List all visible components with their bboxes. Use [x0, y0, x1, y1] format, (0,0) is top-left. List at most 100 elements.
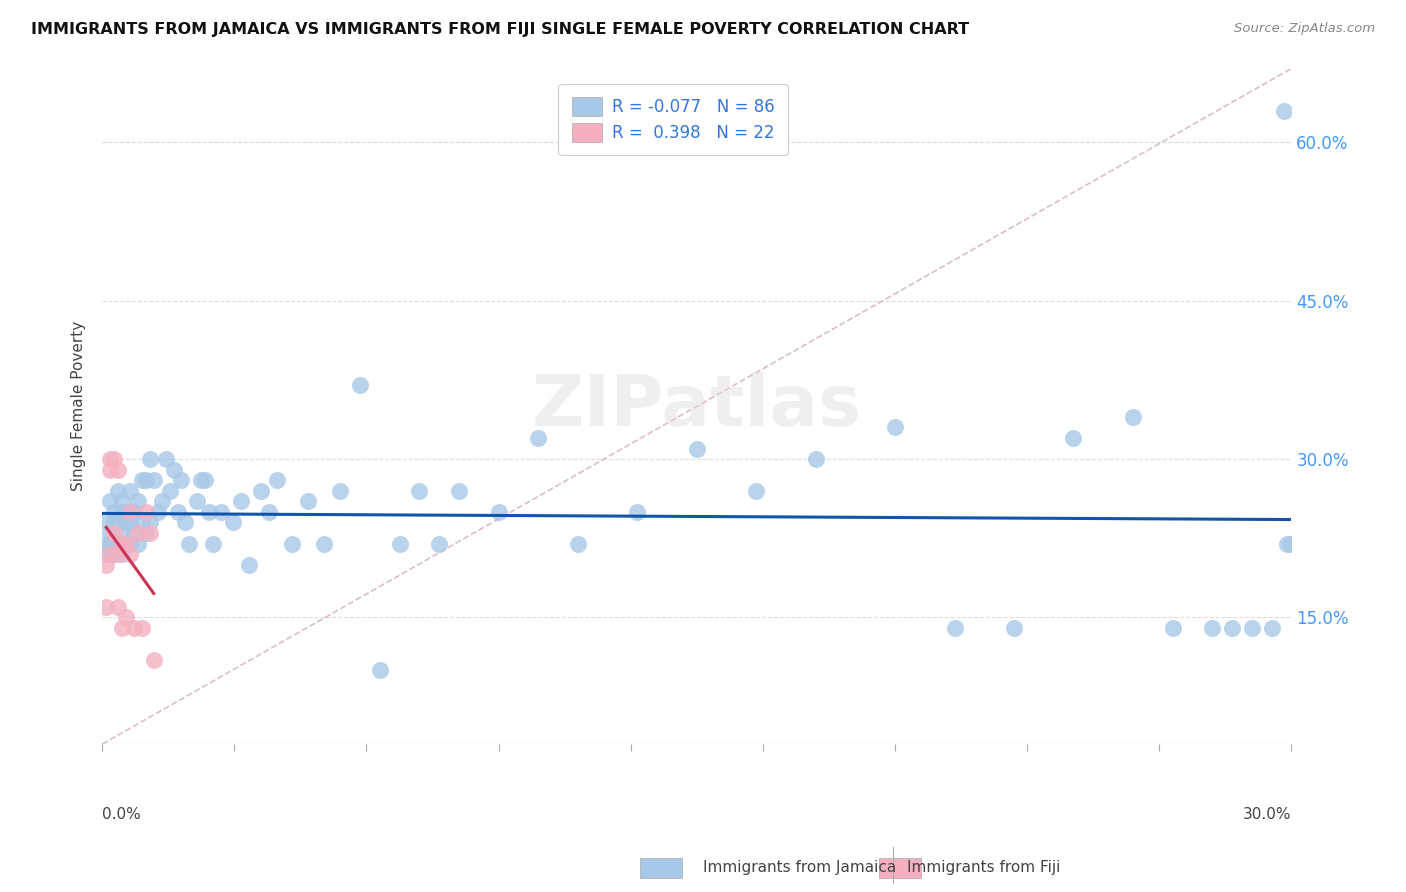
Point [115, 610, 138, 624]
Y-axis label: Single Female Poverty: Single Female Poverty [72, 321, 86, 491]
Point [209, 505, 232, 519]
Point [238, 558, 260, 572]
Point [107, 536, 129, 550]
Point [96, 536, 118, 550]
Point [1260, 621, 1282, 635]
Point [98, 526, 121, 541]
Point [297, 494, 319, 508]
Legend: R = -0.077   N = 86, R =  0.398   N = 22: R = -0.077 N = 86, R = 0.398 N = 22 [558, 84, 787, 155]
Point [115, 516, 138, 530]
Point [96, 547, 118, 561]
Point [103, 452, 125, 467]
Point [98, 494, 121, 508]
Point [257, 505, 280, 519]
Point [804, 452, 827, 467]
Text: IMMIGRANTS FROM JAMAICA VS IMMIGRANTS FROM FIJI SINGLE FEMALE POVERTY CORRELATIO: IMMIGRANTS FROM JAMAICA VS IMMIGRANTS FR… [31, 22, 969, 37]
Point [118, 516, 141, 530]
Point [388, 536, 411, 550]
Text: 30.0%: 30.0% [1243, 807, 1292, 822]
Point [139, 526, 162, 541]
Point [96, 558, 118, 572]
Point [111, 547, 134, 561]
Point [329, 483, 352, 498]
Point [131, 473, 153, 487]
Point [118, 483, 141, 498]
Point [567, 536, 589, 550]
Point [1201, 621, 1223, 635]
Point [1122, 409, 1144, 424]
Point [131, 516, 153, 530]
Text: Immigrants from Fiji: Immigrants from Fiji [907, 860, 1060, 874]
Point [266, 473, 288, 487]
Point [159, 483, 181, 498]
Point [103, 547, 125, 561]
Point [1161, 621, 1184, 635]
Point [115, 505, 138, 519]
Point [135, 526, 157, 541]
Point [155, 452, 177, 467]
Point [96, 599, 118, 614]
Point [408, 483, 430, 498]
Point [103, 516, 125, 530]
Point [146, 505, 169, 519]
Point [281, 536, 304, 550]
Point [98, 536, 121, 550]
Point [190, 473, 212, 487]
Point [943, 621, 966, 635]
Point [107, 483, 129, 498]
Point [198, 505, 221, 519]
Point [186, 494, 208, 508]
Point [527, 431, 550, 445]
Point [127, 494, 149, 508]
Point [127, 526, 149, 541]
Point [131, 621, 153, 635]
Point [122, 505, 145, 519]
Point [170, 473, 193, 487]
Point [349, 378, 371, 392]
Point [135, 473, 157, 487]
Point [447, 483, 470, 498]
Point [139, 516, 162, 530]
Point [166, 505, 188, 519]
Point [314, 536, 336, 550]
Point [98, 463, 121, 477]
Point [103, 526, 125, 541]
Point [1272, 103, 1295, 118]
Point [118, 547, 141, 561]
Point [142, 473, 165, 487]
Point [884, 420, 907, 434]
Point [488, 505, 510, 519]
Point [1062, 431, 1084, 445]
Point [1240, 621, 1263, 635]
Point [115, 536, 138, 550]
Text: Immigrants from Jamaica: Immigrants from Jamaica [703, 860, 896, 874]
Point [118, 536, 141, 550]
Point [222, 516, 245, 530]
Text: Source: ZipAtlas.com: Source: ZipAtlas.com [1234, 22, 1375, 36]
Point [107, 516, 129, 530]
Point [229, 494, 252, 508]
Point [139, 452, 162, 467]
Point [1002, 621, 1025, 635]
Point [118, 505, 141, 519]
Point [368, 663, 391, 677]
Point [111, 494, 134, 508]
Point [111, 505, 134, 519]
Point [179, 536, 201, 550]
Point [122, 621, 145, 635]
Point [174, 516, 197, 530]
Point [1281, 536, 1303, 550]
Point [103, 505, 125, 519]
Point [107, 547, 129, 561]
Point [96, 516, 118, 530]
Text: 0.0%: 0.0% [103, 807, 141, 822]
Point [249, 483, 271, 498]
Point [135, 505, 157, 519]
Point [202, 536, 225, 550]
Point [111, 526, 134, 541]
Point [107, 599, 129, 614]
Point [115, 536, 138, 550]
Point [142, 653, 165, 667]
Point [150, 494, 173, 508]
Point [427, 536, 450, 550]
